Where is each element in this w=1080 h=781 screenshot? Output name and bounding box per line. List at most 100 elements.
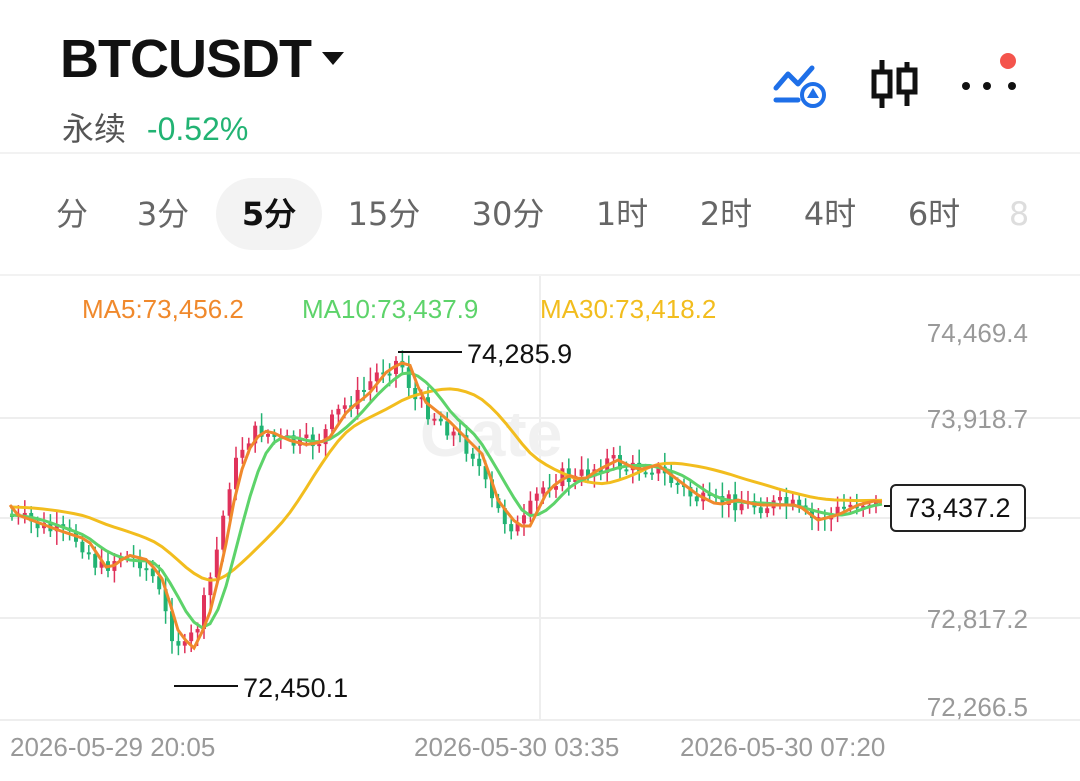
candle-body [528, 500, 533, 516]
tab-30m[interactable]: 30分 [471, 195, 545, 233]
candle-body [246, 443, 251, 450]
candle-body [176, 641, 181, 646]
candle-body [586, 469, 590, 477]
candle-body [560, 468, 565, 487]
candle-body [330, 414, 334, 430]
time-axis-label: 2026-05-29 20:05 [10, 732, 216, 762]
candle-body [381, 372, 386, 375]
more-icon[interactable] [960, 52, 1024, 96]
candle-body [464, 435, 469, 454]
candle-body [54, 524, 59, 532]
tab-1h[interactable]: 1时 [595, 195, 649, 233]
candle-body [163, 589, 168, 612]
tab-3m[interactable]: 3分 [136, 195, 190, 233]
ma-lines [8, 361, 883, 651]
candle-body [720, 496, 725, 505]
low-price-label: 72,450.1 [243, 673, 349, 703]
ma5-legend: MA5:73,456.2 [82, 294, 244, 324]
candle-body [355, 389, 360, 409]
candle-body [438, 418, 443, 422]
candle-body [451, 431, 456, 436]
candle-body [387, 373, 392, 376]
candle-body [784, 497, 789, 506]
candle-body [835, 506, 840, 514]
symbol-title[interactable]: BTCUSDT [60, 29, 312, 89]
tab-4h[interactable]: 4时 [803, 195, 857, 233]
candle-body [611, 455, 616, 459]
candle-body [221, 515, 226, 550]
candle-body [816, 517, 821, 520]
candle-body [490, 479, 494, 499]
header: BTCUSDT 永续 -0.52% [0, 0, 1080, 152]
ma30-line [9, 387, 882, 582]
candle-body [669, 473, 674, 483]
candle-body [656, 466, 661, 474]
candle-body [157, 576, 162, 590]
candle-body [234, 457, 238, 490]
interval-tabs: 分 3分 5分 15分 30分 1时 2时 4时 6时 8 [0, 178, 1080, 250]
change-percent: -0.52% [146, 111, 249, 147]
candle-body [336, 408, 341, 415]
candle-body [170, 611, 174, 642]
candle-body [406, 367, 411, 388]
candle-body [541, 487, 546, 494]
candle-body [259, 425, 264, 437]
candle-body [797, 499, 802, 506]
candle-body [445, 421, 450, 436]
candle-body [758, 507, 763, 514]
price-axis-label: 72,266.5 [926, 692, 1028, 722]
candle-body [848, 504, 853, 508]
candle-body [842, 506, 846, 509]
candle-body [99, 561, 104, 568]
candle-body [138, 556, 142, 569]
tab-15m[interactable]: 15分 [347, 195, 421, 233]
tab-8h[interactable]: 8 [1008, 195, 1030, 233]
candle-body [253, 425, 258, 444]
high-price-label: 74,285.9 [467, 339, 573, 369]
indicator-alert-icon[interactable] [772, 62, 828, 108]
candle-body [624, 469, 629, 472]
candle-body [86, 552, 91, 555]
kline-chart[interactable]: Gate [0, 276, 1080, 776]
current-price-label: 73,437.2 [890, 484, 1026, 532]
candle-body [80, 541, 85, 553]
notification-badge [1000, 53, 1016, 69]
symbol-dropdown-caret-icon[interactable] [322, 52, 344, 65]
candle-body [323, 429, 328, 445]
kline-chart-svg[interactable]: Gate [0, 276, 1080, 776]
extreme-markers [174, 351, 890, 687]
candle-body [182, 641, 187, 646]
candle-body [496, 498, 501, 509]
candle-body [214, 549, 219, 578]
candle-body [266, 433, 270, 437]
ma30-legend: MA30:73,418.2 [540, 294, 717, 324]
tab-6h[interactable]: 6时 [907, 195, 961, 233]
candle-body [202, 595, 206, 630]
ma10-legend: MA10:73,437.9 [302, 294, 479, 324]
tabs-divider [0, 274, 1080, 276]
candle-body [342, 405, 347, 409]
tab-2h[interactable]: 2时 [699, 195, 753, 233]
candle-body [93, 554, 98, 568]
candlestick-icon[interactable] [870, 56, 920, 112]
candle-body [227, 489, 232, 516]
candle-body [195, 629, 200, 633]
tab-5m[interactable]: 5分 [216, 178, 322, 250]
candle-body [694, 496, 699, 502]
time-axis-label: 2026-05-30 07:20 [680, 732, 886, 762]
candle-body [534, 493, 539, 501]
candle-body [272, 433, 277, 437]
candle-body [419, 397, 424, 400]
candle-body [522, 515, 526, 524]
candle-body [22, 512, 27, 515]
header-divider [0, 152, 1080, 154]
candle-body [426, 397, 430, 420]
tab-1m[interactable]: 分 [55, 195, 88, 233]
candle-body [208, 577, 213, 596]
chart-grid [0, 276, 1080, 721]
candle-body [765, 508, 770, 514]
candle-body [790, 499, 795, 506]
candle-body [515, 523, 520, 532]
candle-body [240, 449, 245, 458]
candle-body [413, 387, 418, 400]
